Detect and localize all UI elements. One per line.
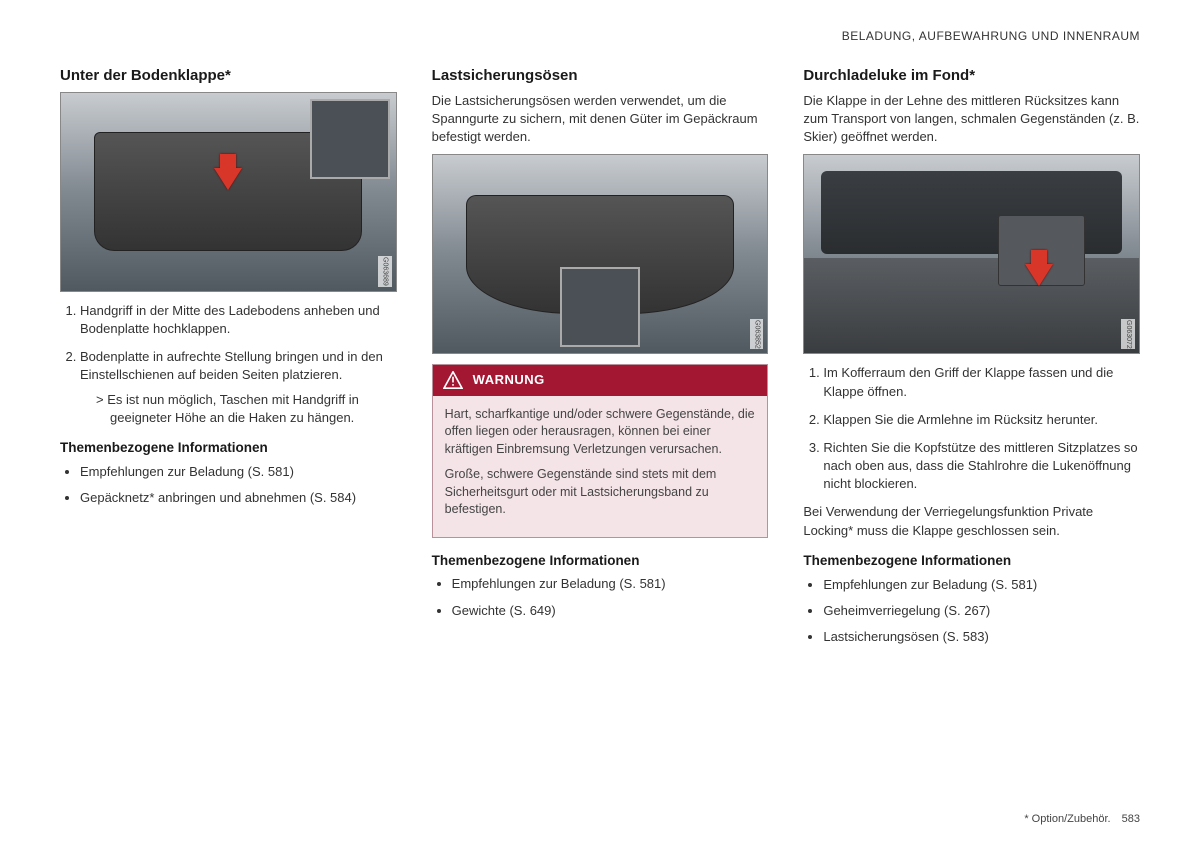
down-arrow-icon [1025,264,1053,286]
floor-illustration [804,258,1139,353]
column-2: Lastsicherungsösen Die Lastsicherungsöse… [432,65,769,657]
footer-note: * Option/Zubehör. [1024,813,1110,825]
col2-related-heading: Themenbezogene Informationen [432,552,769,571]
col3-related-list: Empfehlungen zur Beladung (S. 581) Gehei… [823,576,1140,647]
list-item: Gepäcknetz* anbringen und abnehmen (S. 5… [80,489,397,507]
page-footer: * Option/Zubehör. 583 [1024,812,1140,827]
list-item: Im Kofferraum den Griff der Klappe fasse… [823,364,1140,400]
col1-heading: Unter der Bodenklappe* [60,65,397,86]
image-id: G063689 [378,256,392,287]
warning-text: Hart, scharfkantige und/oder schwere Geg… [445,406,756,459]
warning-label: WARNUNG [473,371,545,389]
list-item: Gewichte (S. 649) [452,602,769,620]
column-3: Durchladeluke im Fond* Die Klappe in der… [803,65,1140,657]
list-item: Richten Sie die Kopfstütze des mittleren… [823,439,1140,494]
sub-step: Es ist nun möglich, Taschen mit Handgrif… [96,391,397,427]
col2-figure: G063852 [432,154,769,354]
warning-text: Große, schwere Gegenstände sind stets mi… [445,466,756,519]
image-id: G063852 [750,319,764,350]
col3-steps-list: Im Kofferraum den Griff der Klappe fasse… [823,364,1140,493]
section-title: BELADUNG, AUFBEWAHRUNG UND INNENRAUM [842,29,1140,43]
col3-extra-text: Bei Verwendung der Verriegelungsfunktion… [803,503,1140,539]
figure-inset [560,267,640,347]
col1-related-list: Empfehlungen zur Beladung (S. 581) Gepäc… [80,463,397,507]
list-item: Geheimverriegelung (S. 267) [823,602,1140,620]
col3-heading: Durchladeluke im Fond* [803,65,1140,86]
warning-header: WARNUNG [433,365,768,395]
col3-related-heading: Themenbezogene Informationen [803,552,1140,571]
col1-steps-list: Handgriff in der Mitte des Ladebodens an… [80,302,397,427]
col3-figure: G063072 [803,154,1140,354]
col2-related-list: Empfehlungen zur Beladung (S. 581) Gewic… [452,575,769,619]
figure-inset [310,99,390,179]
col2-heading: Lastsicherungsösen [432,65,769,86]
col2-intro: Die Lastsicherungsösen werden verwendet,… [432,92,769,147]
list-item-text: Bodenplatte in aufrechte Stellung bringe… [80,349,383,382]
column-1: Unter der Bodenklappe* G063689 Handgriff… [60,65,397,657]
col3-intro: Die Klappe in der Lehne des mittleren Rü… [803,92,1140,147]
image-id: G063072 [1121,319,1135,350]
col1-figure: G063689 [60,92,397,292]
list-item: Bodenplatte in aufrechte Stellung bringe… [80,348,397,427]
list-item: Handgriff in der Mitte des Ladebodens an… [80,302,397,338]
warning-triangle-icon [443,371,463,389]
list-item: Empfehlungen zur Beladung (S. 581) [80,463,397,481]
list-item: Empfehlungen zur Beladung (S. 581) [823,576,1140,594]
page-number: 583 [1122,813,1140,825]
list-item: Lastsicherungsösen (S. 583) [823,628,1140,646]
down-arrow-icon [214,168,242,190]
warning-body: Hart, scharfkantige und/oder schwere Geg… [433,396,768,537]
col1-related-heading: Themenbezogene Informationen [60,439,397,458]
warning-box: WARNUNG Hart, scharfkantige und/oder sch… [432,364,769,537]
page-header: BELADUNG, AUFBEWAHRUNG UND INNENRAUM [0,0,1200,45]
content-columns: Unter der Bodenklappe* G063689 Handgriff… [0,45,1200,657]
list-item: Klappen Sie die Armlehne im Rücksitz her… [823,411,1140,429]
list-item: Empfehlungen zur Beladung (S. 581) [452,575,769,593]
